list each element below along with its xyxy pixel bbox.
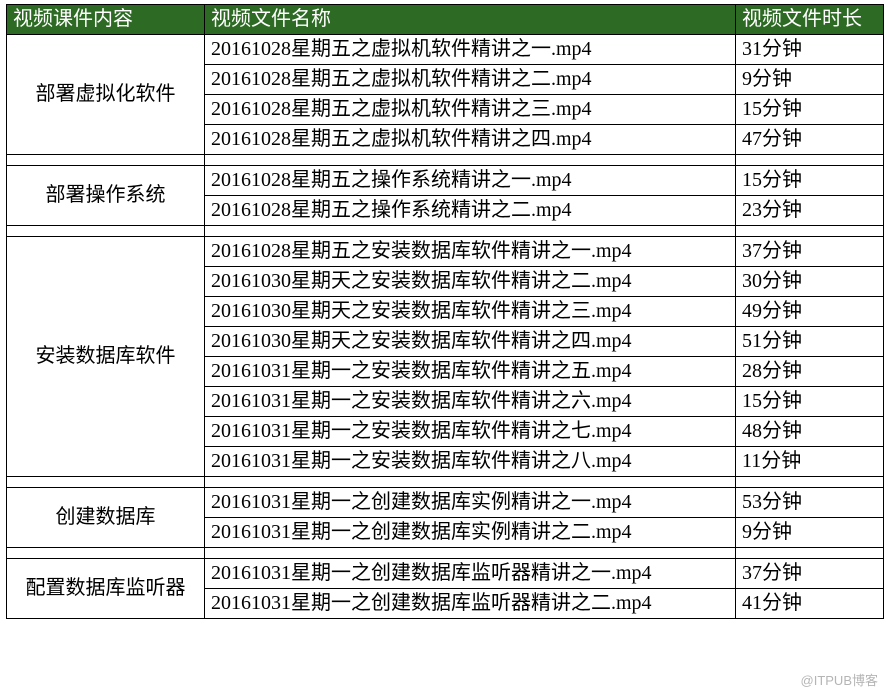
col-header-filename: 视频文件名称 — [205, 5, 736, 35]
section-separator — [7, 226, 884, 237]
col-header-content: 视频课件内容 — [7, 5, 205, 35]
file-name-cell: 20161031星期一之安装数据库软件精讲之五.mp4 — [205, 357, 736, 387]
file-name-cell: 20161028星期五之虚拟机软件精讲之二.mp4 — [205, 65, 736, 95]
file-name-cell: 20161031星期一之安装数据库软件精讲之八.mp4 — [205, 447, 736, 477]
duration-cell: 30分钟 — [736, 267, 884, 297]
file-name-cell: 20161031星期一之安装数据库软件精讲之六.mp4 — [205, 387, 736, 417]
file-name-cell: 20161030星期天之安装数据库软件精讲之三.mp4 — [205, 297, 736, 327]
file-name-cell: 20161028星期五之操作系统精讲之二.mp4 — [205, 196, 736, 226]
header-row: 视频课件内容视频文件名称视频文件时长 — [7, 5, 884, 35]
section-title: 安装数据库软件 — [7, 237, 205, 477]
file-name-cell: 20161030星期天之安装数据库软件精讲之二.mp4 — [205, 267, 736, 297]
section-separator — [7, 155, 884, 166]
duration-cell: 47分钟 — [736, 125, 884, 155]
file-name-cell: 20161028星期五之操作系统精讲之一.mp4 — [205, 166, 736, 196]
table-row: 部署操作系统20161028星期五之操作系统精讲之一.mp415分钟 — [7, 166, 884, 196]
duration-cell: 15分钟 — [736, 95, 884, 125]
duration-cell: 28分钟 — [736, 357, 884, 387]
file-name-cell: 20161031星期一之安装数据库软件精讲之七.mp4 — [205, 417, 736, 447]
table-row: 安装数据库软件20161028星期五之安装数据库软件精讲之一.mp437分钟 — [7, 237, 884, 267]
file-name-cell: 20161031星期一之创建数据库监听器精讲之一.mp4 — [205, 559, 736, 589]
duration-cell: 15分钟 — [736, 166, 884, 196]
section-title: 部署操作系统 — [7, 166, 205, 226]
section-title: 部署虚拟化软件 — [7, 35, 205, 155]
duration-cell: 31分钟 — [736, 35, 884, 65]
section-separator — [7, 477, 884, 488]
watermark: @ITPUB博客 — [801, 670, 878, 689]
table-row: 配置数据库监听器20161031星期一之创建数据库监听器精讲之一.mp437分钟 — [7, 559, 884, 589]
file-name-cell: 20161031星期一之创建数据库实例精讲之一.mp4 — [205, 488, 736, 518]
file-name-cell: 20161028星期五之虚拟机软件精讲之三.mp4 — [205, 95, 736, 125]
duration-cell: 9分钟 — [736, 518, 884, 548]
file-name-cell: 20161028星期五之虚拟机软件精讲之四.mp4 — [205, 125, 736, 155]
duration-cell: 51分钟 — [736, 327, 884, 357]
duration-cell: 9分钟 — [736, 65, 884, 95]
file-name-cell: 20161028星期五之安装数据库软件精讲之一.mp4 — [205, 237, 736, 267]
section-title: 配置数据库监听器 — [7, 559, 205, 619]
duration-cell: 49分钟 — [736, 297, 884, 327]
duration-cell: 37分钟 — [736, 559, 884, 589]
section-title: 创建数据库 — [7, 488, 205, 548]
duration-cell: 23分钟 — [736, 196, 884, 226]
duration-cell: 11分钟 — [736, 447, 884, 477]
table-row: 部署虚拟化软件20161028星期五之虚拟机软件精讲之一.mp431分钟 — [7, 35, 884, 65]
file-name-cell: 20161030星期天之安装数据库软件精讲之四.mp4 — [205, 327, 736, 357]
col-header-duration: 视频文件时长 — [736, 5, 884, 35]
file-name-cell: 20161028星期五之虚拟机软件精讲之一.mp4 — [205, 35, 736, 65]
table-row: 创建数据库20161031星期一之创建数据库实例精讲之一.mp453分钟 — [7, 488, 884, 518]
duration-cell: 37分钟 — [736, 237, 884, 267]
duration-cell: 48分钟 — [736, 417, 884, 447]
duration-cell: 41分钟 — [736, 589, 884, 619]
duration-cell: 53分钟 — [736, 488, 884, 518]
file-name-cell: 20161031星期一之创建数据库实例精讲之二.mp4 — [205, 518, 736, 548]
duration-cell: 15分钟 — [736, 387, 884, 417]
course-table: 视频课件内容视频文件名称视频文件时长部署虚拟化软件20161028星期五之虚拟机… — [6, 4, 884, 619]
file-name-cell: 20161031星期一之创建数据库监听器精讲之二.mp4 — [205, 589, 736, 619]
section-separator — [7, 548, 884, 559]
